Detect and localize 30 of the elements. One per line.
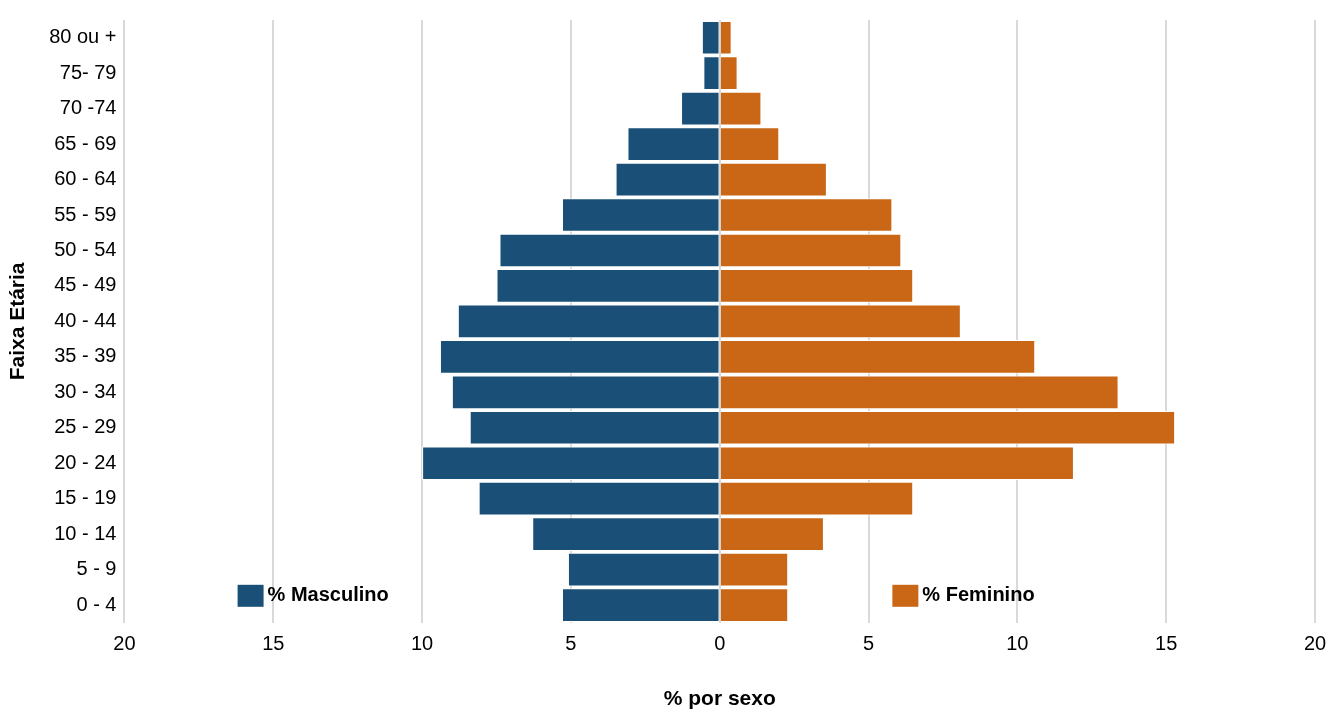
y-tick-label: 50 - 54: [54, 238, 117, 260]
y-axis-title: Faixa Etária: [5, 262, 29, 381]
y-tick-label: 65 - 69: [54, 131, 117, 154]
y-tick-label: 20 - 24: [54, 450, 117, 473]
y-tick-label: 0 - 4: [76, 592, 117, 615]
y-tick-label: 45 - 49: [54, 273, 117, 296]
y-tick-label: 55 - 59: [54, 202, 117, 225]
x-tick-label: 10: [1006, 632, 1029, 655]
y-tick-label: 25 - 29: [54, 415, 117, 438]
legend-label: % Feminino: [922, 583, 1035, 606]
x-tick-label: 5: [565, 632, 577, 655]
y-tick-label: 30 - 34: [54, 379, 117, 402]
x-tick-label: 20: [113, 632, 136, 655]
y-tick-label: 75- 79: [59, 60, 117, 83]
x-tick-label: 5: [862, 632, 875, 655]
y-tick-label: 35 - 39: [54, 344, 117, 367]
x-tick-label: 10: [410, 632, 434, 655]
x-tick-label: 0: [714, 632, 726, 655]
legend-label: % Masculino: [267, 583, 389, 606]
y-tick-label: 70 -74: [59, 96, 117, 119]
y-tick-label: 5 - 9: [76, 557, 117, 580]
x-tick-label: 20: [1303, 632, 1327, 655]
y-tick-label: 15 - 19: [54, 486, 117, 509]
x-axis-title: % por sexo: [663, 686, 776, 710]
y-tick-label: 80 ou +: [49, 25, 117, 48]
x-tick-label: 15: [1155, 632, 1178, 655]
y-tick-label: 40 - 44: [54, 308, 117, 331]
y-tick-label: 10 - 14: [54, 521, 117, 544]
x-tick-label: 15: [262, 632, 285, 655]
y-tick-label: 60 - 64: [54, 167, 117, 190]
